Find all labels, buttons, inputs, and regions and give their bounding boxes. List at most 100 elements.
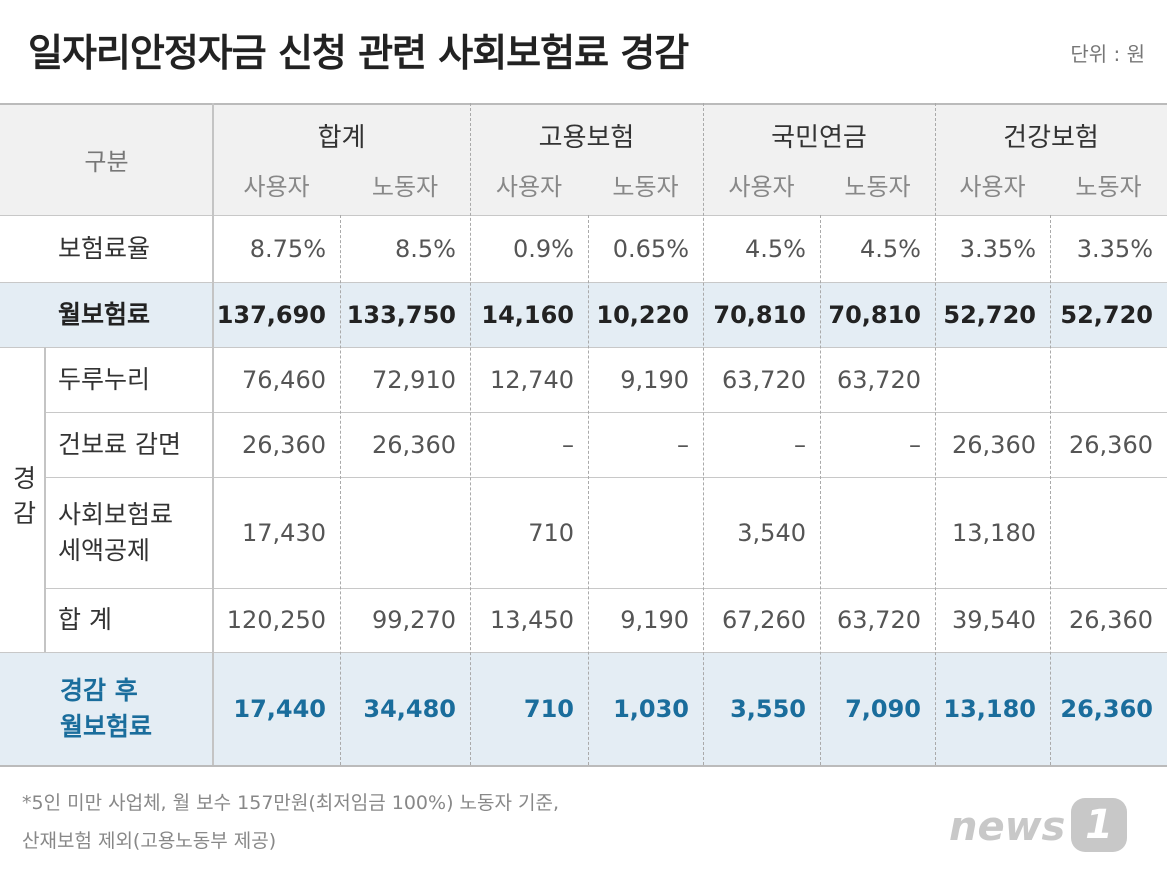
row-line xyxy=(45,477,1167,478)
cell: 52,720 xyxy=(1060,300,1153,329)
cell: – xyxy=(794,430,806,459)
sub-header: 노동자 xyxy=(612,172,679,201)
row-bg xyxy=(0,652,1167,765)
row-label-line: 보험료율 xyxy=(58,233,151,263)
row-line xyxy=(0,652,1167,653)
row-label: 건보료 감면 xyxy=(58,412,213,477)
table-line xyxy=(0,215,1167,216)
cell: 1,030 xyxy=(613,694,689,723)
cell: 26,360 xyxy=(952,430,1036,459)
row-label: 합 계 xyxy=(58,588,213,652)
row-label-line: 경감 후 xyxy=(60,675,138,705)
group-header: 건강보험 xyxy=(1003,122,1099,153)
cell: 14,160 xyxy=(481,300,574,329)
cell: 26,360 xyxy=(242,430,326,459)
sub-header: 사용자 xyxy=(243,172,310,201)
column-line xyxy=(703,103,704,765)
cell: 26,360 xyxy=(372,430,456,459)
column-line xyxy=(340,215,341,765)
cell: 39,540 xyxy=(952,606,1036,634)
row-label-line: 건보료 감면 xyxy=(58,429,181,459)
cell: 4.5% xyxy=(745,234,806,263)
row-label: 두루누리 xyxy=(58,347,213,412)
cell: 9,190 xyxy=(620,365,689,394)
cell: 70,810 xyxy=(713,300,806,329)
column-line xyxy=(1050,215,1051,765)
cell: 133,750 xyxy=(346,300,456,329)
column-line xyxy=(935,103,936,765)
row-bg xyxy=(0,282,1167,347)
row-line xyxy=(45,588,1167,589)
cell: 0.65% xyxy=(612,234,689,263)
row-label-line: 두루누리 xyxy=(58,364,151,394)
logo-text: news xyxy=(949,804,1066,850)
logo-mark: 1 xyxy=(1071,798,1127,852)
cell: 13,450 xyxy=(490,606,574,634)
cell: 10,220 xyxy=(596,300,689,329)
cell: 99,270 xyxy=(372,606,456,634)
cell: 12,740 xyxy=(490,365,574,394)
cell: 17,430 xyxy=(242,518,326,547)
cell: 63,720 xyxy=(722,365,806,394)
cell: 67,260 xyxy=(722,606,806,634)
corner-label: 구분 xyxy=(84,147,129,176)
cell: 26,360 xyxy=(1069,430,1153,459)
row-line xyxy=(0,282,1167,283)
cell: 34,480 xyxy=(363,694,456,723)
footnote: 산재보험 제외(고용노동부 제공) xyxy=(22,830,277,852)
title: 일자리안정자금 신청 관련 사회보험료 경감 xyxy=(28,31,689,75)
row-label: 보험료율 xyxy=(58,215,213,282)
row-label-line: 세액공제 xyxy=(58,535,151,565)
cell: 17,440 xyxy=(233,694,326,723)
cell: 4.5% xyxy=(860,234,921,263)
row-line xyxy=(0,347,1167,348)
cell: 3.35% xyxy=(1076,234,1153,263)
cell: 70,810 xyxy=(828,300,921,329)
cell: 137,690 xyxy=(216,300,326,329)
sub-header: 노동자 xyxy=(1075,172,1142,201)
cell: 3.35% xyxy=(959,234,1036,263)
header-bg xyxy=(0,103,1167,215)
column-line xyxy=(820,215,821,765)
cell: 13,180 xyxy=(952,518,1036,547)
sub-header: 노동자 xyxy=(844,172,911,201)
cell: 72,910 xyxy=(372,365,456,394)
row-line xyxy=(45,412,1167,413)
column-line xyxy=(44,347,46,652)
row-label-line: 사회보험료 xyxy=(58,499,174,529)
cell: 710 xyxy=(523,694,574,723)
row-label-line: 월보험료 xyxy=(60,711,153,741)
sub-header: 사용자 xyxy=(495,172,563,201)
cell: 9,190 xyxy=(620,606,689,634)
cell: 76,460 xyxy=(242,365,326,394)
cell: 13,180 xyxy=(943,694,1036,723)
footnote: *5인 미만 사업체, 월 보수 157만원(최저임금 100%) 노동자 기준… xyxy=(22,792,559,814)
cell: 0.9% xyxy=(513,234,574,263)
cell: – xyxy=(677,430,689,459)
sub-header: 사용자 xyxy=(728,172,795,201)
cell: 8.5% xyxy=(395,234,456,263)
row-label-line: 합 계 xyxy=(58,605,112,634)
row-label-line: 월보험료 xyxy=(58,299,151,329)
cell: – xyxy=(562,430,574,459)
logo: news 1 xyxy=(949,796,1139,856)
cell: 63,720 xyxy=(837,365,921,394)
cell: 710 xyxy=(528,518,574,547)
sub-header: 사용자 xyxy=(959,172,1026,201)
cell: 3,540 xyxy=(737,518,806,547)
group-header: 합계 xyxy=(317,122,366,153)
section-label: 경감 xyxy=(8,464,38,535)
column-line xyxy=(212,103,214,765)
cell: 26,360 xyxy=(1069,606,1153,634)
column-line xyxy=(470,103,471,765)
cell: 7,090 xyxy=(845,694,921,723)
cell: 8.75% xyxy=(249,234,326,263)
unit-label: 단위 : 원 xyxy=(1070,42,1145,66)
row-label: 월보험료 xyxy=(58,282,213,347)
column-line xyxy=(588,215,589,765)
group-header: 고용보험 xyxy=(538,122,635,153)
table-bottom xyxy=(0,765,1167,767)
cell: 26,360 xyxy=(1060,694,1153,723)
